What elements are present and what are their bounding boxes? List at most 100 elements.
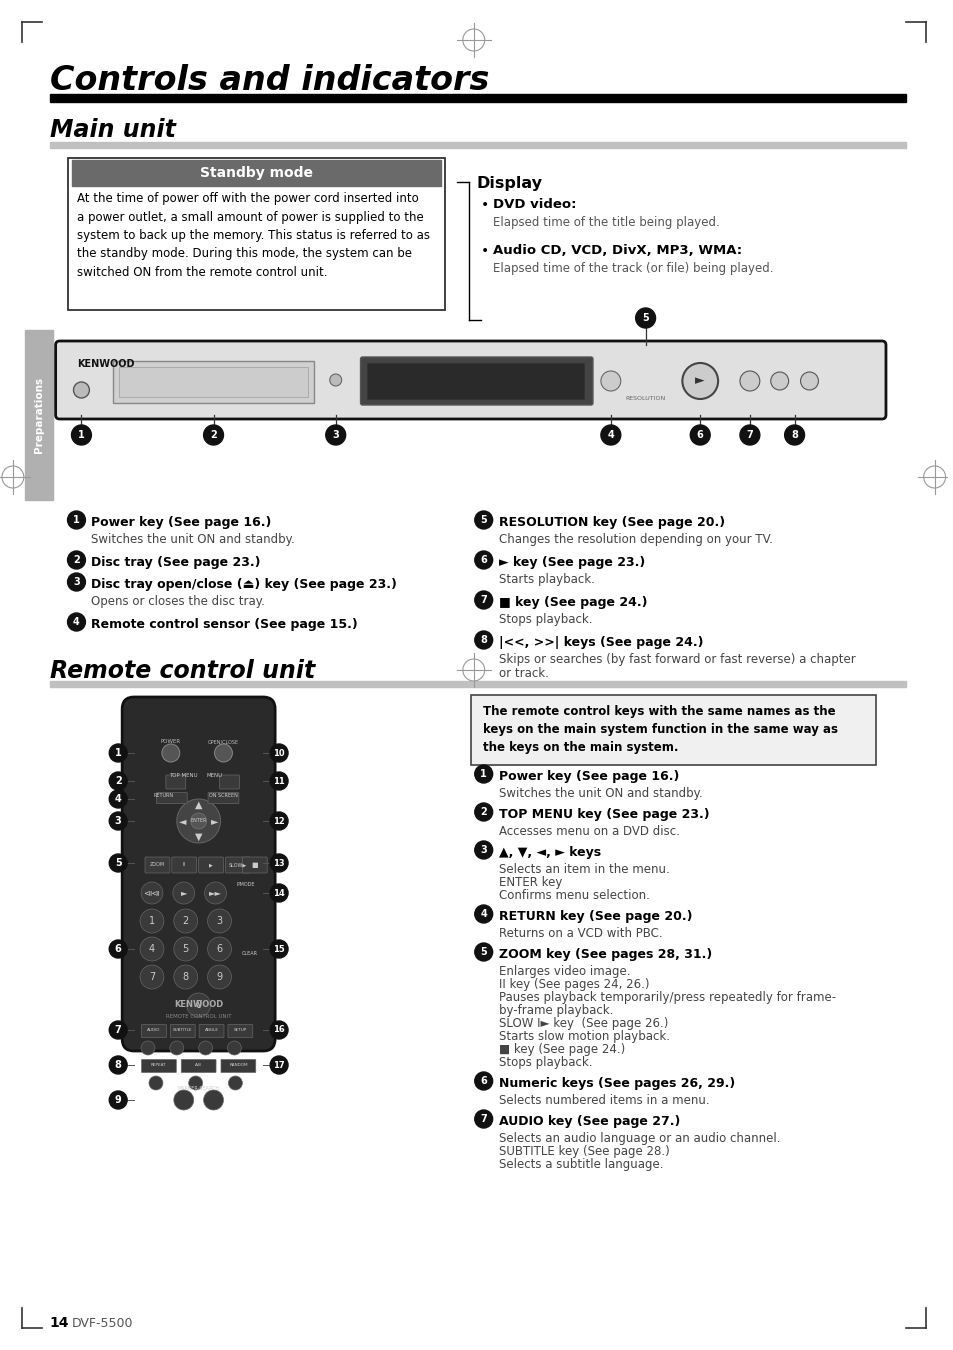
Text: The remote control keys with the same names as the
keys on the main system funct: The remote control keys with the same na… xyxy=(482,705,837,755)
Text: 17: 17 xyxy=(273,1061,285,1069)
Text: REMOTE CONTROL UNIT: REMOTE CONTROL UNIT xyxy=(166,1014,232,1019)
Text: Stops playback.: Stops playback. xyxy=(498,1056,592,1069)
Circle shape xyxy=(800,373,818,390)
Text: Disc tray open/close (⏏) key (See page 23.): Disc tray open/close (⏏) key (See page 2… xyxy=(91,578,396,591)
Circle shape xyxy=(270,1021,288,1040)
Text: 15: 15 xyxy=(273,945,285,953)
Circle shape xyxy=(141,1041,154,1054)
Bar xyxy=(25,329,52,500)
Circle shape xyxy=(203,1089,223,1110)
Circle shape xyxy=(770,373,788,390)
Text: ZOOM key (See pages 28, 31.): ZOOM key (See pages 28, 31.) xyxy=(498,948,711,961)
FancyBboxPatch shape xyxy=(228,1025,253,1038)
Circle shape xyxy=(475,512,492,529)
Text: ►: ► xyxy=(211,815,218,826)
Text: 3: 3 xyxy=(114,815,121,826)
Text: 6: 6 xyxy=(479,555,487,566)
Text: 5: 5 xyxy=(479,946,487,957)
Text: 3: 3 xyxy=(73,576,80,587)
Circle shape xyxy=(475,944,492,961)
Text: Pauses playback temporarily/press repeatedly for frame-: Pauses playback temporarily/press repeat… xyxy=(498,991,835,1004)
Text: 7: 7 xyxy=(479,1114,487,1125)
Circle shape xyxy=(740,371,759,392)
Circle shape xyxy=(68,613,86,630)
Text: Preparations: Preparations xyxy=(33,377,44,454)
Circle shape xyxy=(475,765,492,783)
Text: Confirms menu selection.: Confirms menu selection. xyxy=(498,890,649,902)
Text: II: II xyxy=(182,863,185,868)
Text: ⧏⧏: ⧏⧏ xyxy=(144,888,160,898)
Text: A-B: A-B xyxy=(195,1062,202,1066)
Text: ENTER key: ENTER key xyxy=(498,876,561,890)
Text: ▶: ▶ xyxy=(209,863,213,868)
Text: OPEN/CLOSE: OPEN/CLOSE xyxy=(208,738,239,744)
Text: 6: 6 xyxy=(216,944,222,954)
Circle shape xyxy=(110,772,127,790)
Circle shape xyxy=(475,803,492,821)
Bar xyxy=(71,161,440,186)
Text: 2: 2 xyxy=(73,555,80,566)
Text: 4: 4 xyxy=(73,617,80,626)
Text: 4: 4 xyxy=(479,909,487,919)
Text: 5: 5 xyxy=(114,859,121,868)
FancyBboxPatch shape xyxy=(242,857,267,873)
Text: Stops playback.: Stops playback. xyxy=(498,613,592,626)
Circle shape xyxy=(270,744,288,761)
Text: ▼: ▼ xyxy=(194,832,202,842)
Circle shape xyxy=(270,855,288,872)
Text: 7: 7 xyxy=(479,595,487,605)
Text: Remote control sensor (See page 15.): Remote control sensor (See page 15.) xyxy=(91,618,357,630)
Text: 1: 1 xyxy=(78,431,85,440)
Circle shape xyxy=(681,363,718,400)
Text: DVD video:: DVD video: xyxy=(492,198,576,211)
Text: ►: ► xyxy=(180,888,187,898)
Circle shape xyxy=(173,937,197,961)
Text: RESOLUTION key (See page 20.): RESOLUTION key (See page 20.) xyxy=(498,516,724,529)
Text: 6: 6 xyxy=(696,431,703,440)
FancyBboxPatch shape xyxy=(55,342,885,418)
Text: 11: 11 xyxy=(273,776,285,786)
Text: SLOW▶: SLOW▶ xyxy=(228,863,246,868)
Text: 5: 5 xyxy=(182,944,189,954)
Circle shape xyxy=(173,1089,193,1110)
Circle shape xyxy=(68,551,86,568)
Text: 5: 5 xyxy=(479,514,487,525)
Circle shape xyxy=(110,811,127,830)
Text: SLOW I► key  (See page 26.): SLOW I► key (See page 26.) xyxy=(498,1017,667,1030)
Circle shape xyxy=(110,1021,127,1040)
Text: 1: 1 xyxy=(114,748,121,757)
Circle shape xyxy=(203,425,223,446)
Text: Disc tray (See page 23.): Disc tray (See page 23.) xyxy=(91,556,260,568)
Circle shape xyxy=(110,790,127,809)
Circle shape xyxy=(204,882,226,905)
Text: ■ key (See page 24.): ■ key (See page 24.) xyxy=(498,1044,624,1056)
Text: ▲, ▼, ◄, ► keys: ▲, ▼, ◄, ► keys xyxy=(498,846,600,859)
Circle shape xyxy=(68,512,86,529)
Text: P.MODE: P.MODE xyxy=(236,883,254,887)
Circle shape xyxy=(110,744,127,761)
Text: Remote control unit: Remote control unit xyxy=(50,659,314,683)
Text: ZOOM: ZOOM xyxy=(150,863,164,868)
Text: 8: 8 xyxy=(182,972,189,981)
Circle shape xyxy=(176,799,220,842)
Text: AUDIO: AUDIO xyxy=(147,1027,160,1031)
Text: 3: 3 xyxy=(332,431,338,440)
Circle shape xyxy=(71,425,91,446)
Text: DVF-5500: DVF-5500 xyxy=(71,1318,132,1330)
Circle shape xyxy=(189,1076,202,1089)
Text: 7: 7 xyxy=(114,1025,121,1035)
Text: Display: Display xyxy=(476,176,542,190)
Circle shape xyxy=(110,1091,127,1108)
Text: Starts playback.: Starts playback. xyxy=(498,572,594,586)
Circle shape xyxy=(208,909,232,933)
Text: SETUP: SETUP xyxy=(233,1027,247,1031)
Text: 12: 12 xyxy=(273,817,285,825)
Text: •: • xyxy=(480,198,489,212)
Circle shape xyxy=(475,591,492,609)
Text: RETURN key (See page 20.): RETURN key (See page 20.) xyxy=(498,910,691,923)
Text: 0: 0 xyxy=(195,1000,201,1010)
Text: ANGLE: ANGLE xyxy=(204,1027,218,1031)
FancyBboxPatch shape xyxy=(172,857,196,873)
Text: 5: 5 xyxy=(641,313,648,323)
Text: Controls and indicators: Controls and indicators xyxy=(50,63,489,97)
